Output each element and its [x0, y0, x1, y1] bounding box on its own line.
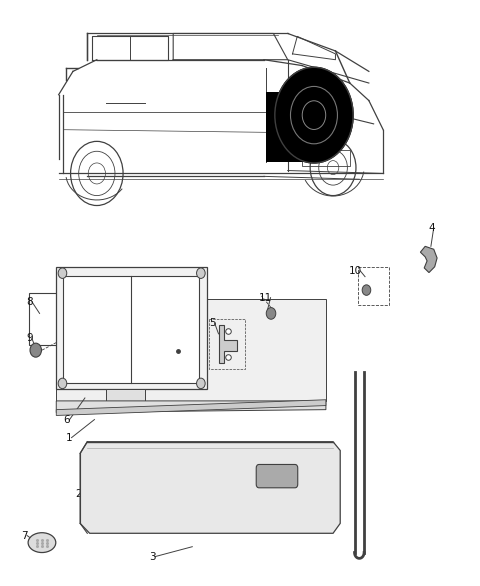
- Text: 1: 1: [66, 432, 72, 442]
- Circle shape: [197, 268, 205, 278]
- Polygon shape: [266, 92, 314, 162]
- Circle shape: [58, 378, 67, 389]
- Text: 4: 4: [428, 223, 435, 233]
- Bar: [209, 319, 245, 369]
- Circle shape: [362, 285, 371, 295]
- Circle shape: [58, 268, 67, 278]
- Circle shape: [30, 343, 41, 357]
- Text: 11: 11: [259, 292, 272, 302]
- Circle shape: [197, 378, 205, 389]
- Text: 2: 2: [75, 489, 82, 499]
- Polygon shape: [80, 442, 340, 533]
- Text: 3: 3: [149, 551, 156, 561]
- Polygon shape: [56, 267, 206, 389]
- Bar: [302, 150, 350, 166]
- Polygon shape: [56, 401, 326, 413]
- Text: 10: 10: [349, 266, 362, 276]
- Circle shape: [275, 67, 353, 163]
- Text: 6: 6: [63, 415, 70, 425]
- Text: 8: 8: [26, 297, 33, 306]
- Text: 5: 5: [209, 318, 216, 328]
- Polygon shape: [56, 400, 326, 415]
- Polygon shape: [420, 246, 437, 272]
- Bar: [29, 293, 64, 346]
- Text: 9: 9: [26, 333, 33, 343]
- Bar: [63, 275, 199, 383]
- Circle shape: [266, 308, 276, 319]
- Polygon shape: [107, 389, 144, 401]
- Polygon shape: [218, 325, 237, 363]
- Polygon shape: [56, 299, 326, 401]
- Text: 7: 7: [22, 530, 28, 541]
- FancyBboxPatch shape: [256, 465, 298, 488]
- Bar: [359, 267, 389, 305]
- Ellipse shape: [28, 533, 56, 553]
